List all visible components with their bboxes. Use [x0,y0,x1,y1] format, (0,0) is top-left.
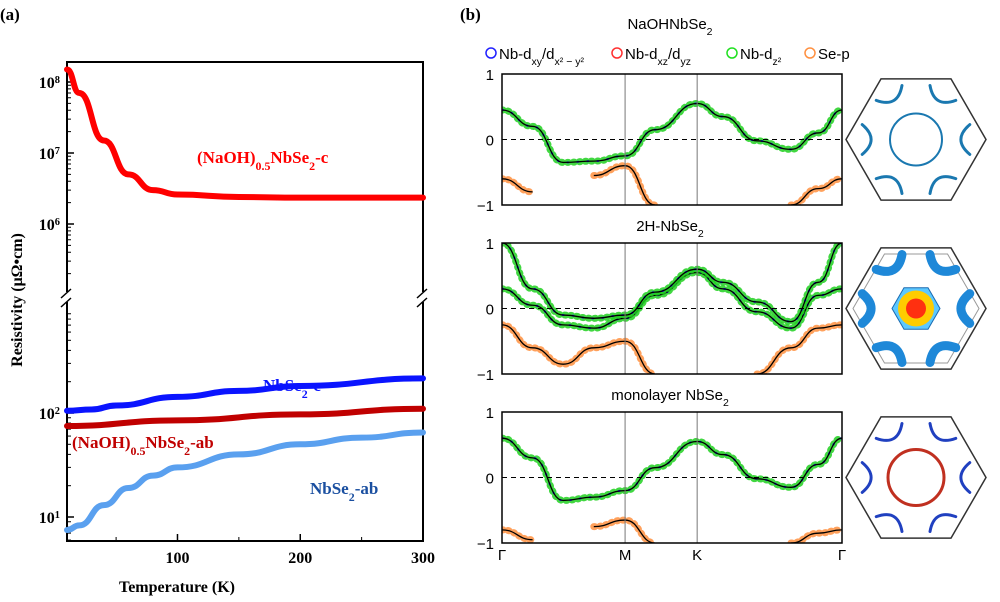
gamma-pocket [886,448,946,507]
k-point-label: K [692,547,702,564]
band-line-1 [502,243,842,323]
axis-break-mark [416,288,428,308]
y-tick-label: 1 [486,236,494,253]
y-tick-label: 102 [39,406,60,424]
k-pocket [871,249,907,276]
legend-marker-3 [804,47,816,59]
fermi-surface-2 [845,416,987,539]
y-tick-label: 1 [486,67,494,84]
axes-frame [66,61,424,542]
y-tick-label: 1 [486,405,494,422]
y-tick-label: 101 [39,510,60,528]
series-line-3 [64,429,426,533]
k-pocket [860,461,873,494]
k-pocket [959,123,972,156]
gamma-pocket [889,112,943,167]
band-projection-2 [502,321,659,374]
series-label-3: NbSe2-ab [310,479,378,504]
brillouin-zone [845,416,987,539]
k-pocket [874,421,904,442]
panel-label-a: (a) [0,5,20,24]
k-pocket [925,249,961,276]
series-label-1: NbSe2-c [263,376,321,401]
x-tick-label: 100 [165,550,189,567]
series-line-0 [64,66,426,201]
y-tick-label: −1 [477,198,494,215]
k-pocket [874,175,904,196]
k-point-label: Γ [838,547,846,564]
band-line-1 [502,178,533,193]
brillouin-zone [845,78,987,201]
series-line-2 [64,405,426,429]
x-axis-label: Temperature (K) [119,579,235,596]
band-panel-1: 1 0 −1 [477,236,843,384]
band-panel-title-2: monolayer NbSe2 [611,387,729,409]
legend-marker-0 [485,47,497,59]
fermi-surface-1 [845,247,987,370]
brillouin-zone [845,247,987,370]
y-tick-label: −1 [477,536,494,553]
y-tick-label: 0 [486,471,494,488]
band-line-0 [502,437,842,502]
band-panel-2: 1 0 −1 [477,405,843,553]
y-tick-label: 108 [39,75,60,93]
y-tick-label: 0 [486,133,494,150]
k-pocket [871,341,907,368]
y-tick-label: 106 [39,217,60,235]
k-pocket [874,83,904,104]
legend-marker-2 [726,47,738,59]
band-projection-1 [787,175,842,205]
band-line-0 [502,102,842,164]
band-panel-0: 1 0 −1 [477,67,843,215]
k-pocket [928,83,958,104]
band-line-1 [502,529,533,541]
y-tick-label: 0 [486,302,494,319]
k-pocket [956,289,975,328]
x-tick-label: 300 [411,550,435,567]
k-pocket [860,123,873,156]
k-pocket [928,421,958,442]
brillouin-zone-inner [852,253,980,364]
axis-break-mark [60,288,72,308]
fermi-surface-0 [845,78,987,201]
legend-marker-1 [611,47,623,59]
band-panel-title-0: NaOHNbSe2 [627,16,712,38]
y-tick-label: −1 [477,367,494,384]
k-pocket [928,175,958,196]
y-axis-label: Resistivity (μΩ•cm) [9,233,26,367]
legend-label-0: Nb-dxy/dx² − y² [499,46,584,68]
y-tick-label: 107 [39,146,60,164]
k-pocket [925,341,961,368]
series-label-0: (NaOH)0.5NbSe2-c [197,148,329,173]
k-pocket [928,513,958,534]
band-line-2 [756,324,842,374]
band-panel-title-1: 2H-NbSe2 [636,218,704,240]
k-point-label: Γ [498,547,506,564]
k-point-label: M [619,547,632,564]
legend-label-2: Nb-dz² [740,46,782,68]
k-pocket [959,461,972,494]
series-line-1 [64,375,426,414]
band-line-1 [790,529,842,543]
panel-label-b: (b) [460,5,481,24]
legend-label-3: Se-p [818,46,850,63]
k-pocket [857,289,876,328]
series-label-2: (NaOH)0.5NbSe2-ab [72,433,214,458]
x-tick-label: 200 [288,550,312,567]
band-line-2 [502,324,656,374]
legend-label-1: Nb-dxz/dyz [625,46,691,68]
k-pocket [874,513,904,534]
band-line-1 [790,178,842,205]
band-projection-dxy [502,102,842,164]
gamma-pocket-core [906,298,926,319]
